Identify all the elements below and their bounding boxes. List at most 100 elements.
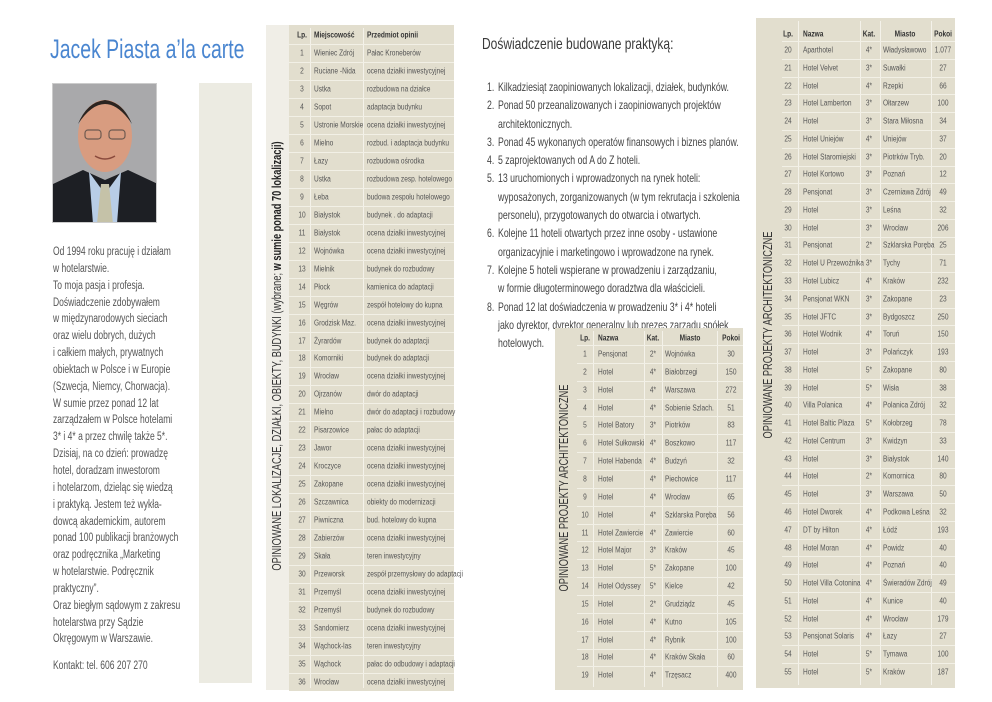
table-cell: 100 [937, 649, 949, 659]
bio-line: Doświadczenie zdobywałem [53, 296, 160, 309]
table-cell: 40 [939, 560, 947, 570]
row-divider [577, 381, 743, 382]
table-cell: 30 [298, 569, 306, 579]
table-cell: Wisła [883, 383, 900, 393]
table-cell: Kunice [883, 596, 904, 606]
table-cell: 206 [937, 223, 949, 233]
table-cell: Hotel Velvet [803, 63, 839, 73]
table-cell: Hotel [598, 652, 614, 662]
table-cell: Płock [314, 282, 331, 292]
column-header: Pokoi [934, 29, 952, 39]
table-cell: 40 [939, 596, 947, 606]
table-cell: Hotel [598, 367, 614, 377]
table-cell: 4* [865, 543, 873, 553]
bio-line: (Szwecja, Niemcy, Chorwacja). [53, 380, 171, 393]
table-cell: Hotel [598, 385, 614, 395]
row-divider [577, 613, 743, 614]
list-item: 1. Kilkadziesiąt zaopiniowanych lokalizac… [487, 78, 825, 96]
table-cell: 19 [581, 670, 589, 680]
row-divider [782, 59, 955, 60]
table-cell: 4* [649, 474, 657, 484]
table-cell: Hotel Baltic Plaza [803, 418, 855, 428]
locations-label-strip [266, 25, 289, 690]
row-divider [577, 363, 743, 364]
column-divider [717, 331, 718, 687]
bio-line: i całkiem małych, prywatnych [53, 347, 164, 360]
table-cell: 5* [649, 563, 657, 573]
table-cell: 26 [784, 152, 792, 162]
table-cell: 4* [865, 560, 873, 570]
table-cell: 9 [583, 492, 587, 502]
table-cell: Wrocław [665, 492, 691, 502]
table-cell: 3* [865, 116, 873, 126]
table-cell: 3* [865, 169, 873, 179]
table-cell: ocena działki inwestycyjnej [367, 461, 446, 471]
table-cell: Hotel [598, 492, 614, 502]
row-divider [577, 559, 743, 560]
row-divider [577, 345, 743, 346]
table-cell: 49 [939, 578, 947, 588]
table-cell: 27 [939, 631, 947, 641]
column-divider [593, 331, 594, 687]
row-divider [782, 41, 955, 42]
table-cell: 27 [784, 169, 792, 179]
table-cell: 4* [865, 525, 873, 535]
table-cell: 25 [939, 240, 947, 250]
table-cell: 4* [865, 329, 873, 339]
table-cell: Grudziądz [665, 599, 695, 609]
table-cell: Poznań [883, 560, 906, 570]
row-divider [782, 94, 955, 95]
table-cell: Trzęsacz [665, 670, 692, 680]
table-cell: 21 [298, 407, 306, 417]
row-divider [782, 219, 955, 220]
table-cell: 5* [865, 649, 873, 659]
table-cell: Polańczyk [883, 347, 913, 357]
table-cell: 54 [784, 649, 792, 659]
row-divider [782, 610, 955, 611]
table-cell: Szklarska Poręba [883, 240, 935, 250]
table-cell: Piechowice [665, 474, 699, 484]
table-cell: 3* [865, 98, 873, 108]
table-cell: 4* [865, 596, 873, 606]
table-cell: Polanica Zdrój [883, 400, 925, 410]
table-cell: 3* [865, 294, 873, 304]
table-cell: 51 [784, 596, 792, 606]
table-cell: budynek do adaptacji [367, 336, 430, 346]
table-cell: 28 [298, 533, 306, 543]
table-cell: 9 [300, 192, 304, 202]
bio-line: w hotelarstwie. Podręcznik [53, 566, 154, 579]
table-cell: 117 [725, 438, 737, 448]
table-cell: 19 [298, 371, 306, 381]
column-header: Miasto [679, 333, 701, 343]
table-cell: Rybnik [665, 635, 686, 645]
column-divider [860, 21, 861, 685]
table-cell: rozbudowa ośrodka [367, 156, 425, 166]
table-cell: Hotel Moran [803, 543, 839, 553]
column-header: Nazwa [598, 333, 619, 343]
table-cell: 34 [939, 116, 947, 126]
row-divider [289, 296, 454, 297]
table-cell: 5* [865, 383, 873, 393]
column-divider [662, 331, 663, 687]
table-cell: 32 [939, 507, 947, 517]
table-cell: Ustronie Morskie [314, 120, 364, 130]
row-divider [577, 399, 743, 400]
table-cell: ocena działki inwestycyjnej [367, 66, 446, 76]
row-divider [782, 201, 955, 202]
table-cell: Łazy [314, 156, 328, 166]
table-cell: 3* [865, 312, 873, 322]
table-cell: 7 [583, 456, 587, 466]
row-divider [289, 224, 454, 225]
table-cell: 100 [725, 563, 737, 573]
table-cell: 18 [298, 353, 306, 363]
table-cell: Powidz [883, 543, 905, 553]
table-cell: budynek do adaptacji [367, 353, 430, 363]
table-cell: 32 [939, 400, 947, 410]
row-divider [289, 493, 454, 494]
list-item-text: Kolejne 5 hoteli wspierane w prowadzeniu… [498, 262, 717, 277]
table-cell: Grodzisk Maz. [314, 318, 356, 328]
table-cell: Ustka [314, 174, 331, 184]
table-cell: 4* [865, 276, 873, 286]
row-divider [289, 547, 454, 548]
row-divider [289, 673, 454, 674]
